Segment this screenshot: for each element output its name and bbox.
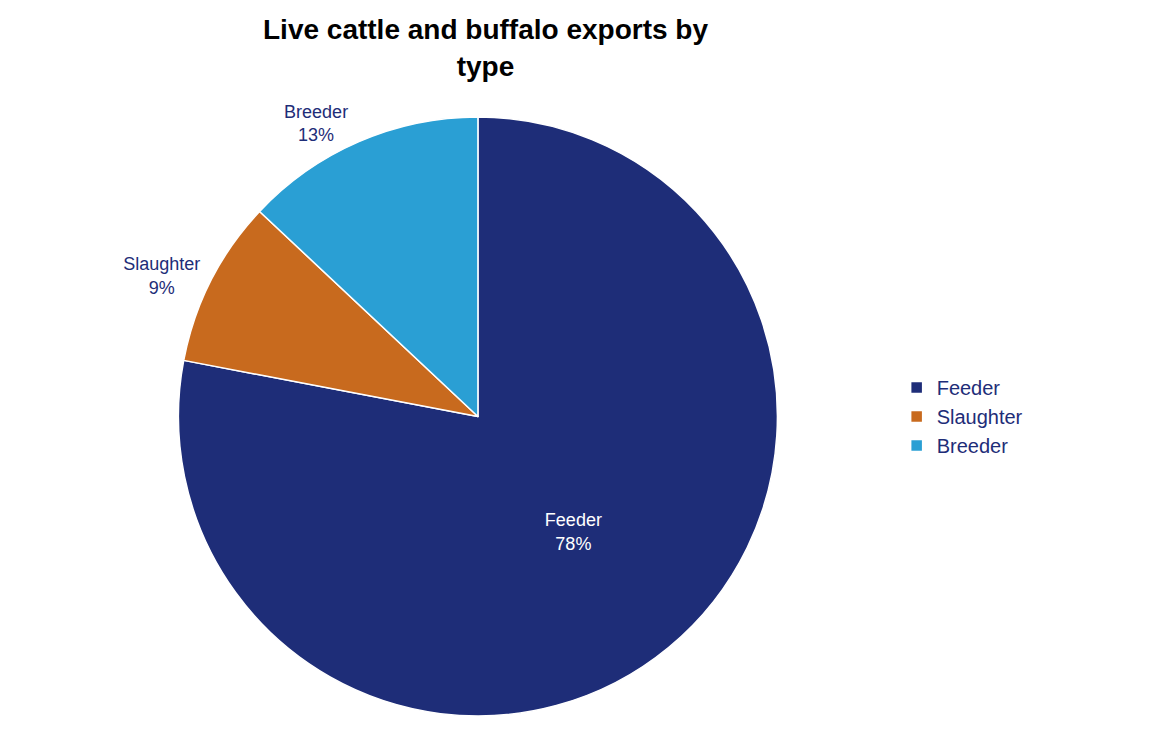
svg-text:Live cattle and buffalo export: Live cattle and buffalo exports bytype xyxy=(263,14,708,81)
svg-text:Breeder: Breeder xyxy=(937,435,1008,457)
svg-text:Slaughter: Slaughter xyxy=(937,406,1023,428)
svg-text:Breeder13%: Breeder13% xyxy=(284,102,348,145)
svg-text:Feeder78%: Feeder78% xyxy=(545,510,602,553)
svg-text:Feeder: Feeder xyxy=(937,377,1001,399)
svg-text:Slaughter9%: Slaughter9% xyxy=(123,254,200,297)
